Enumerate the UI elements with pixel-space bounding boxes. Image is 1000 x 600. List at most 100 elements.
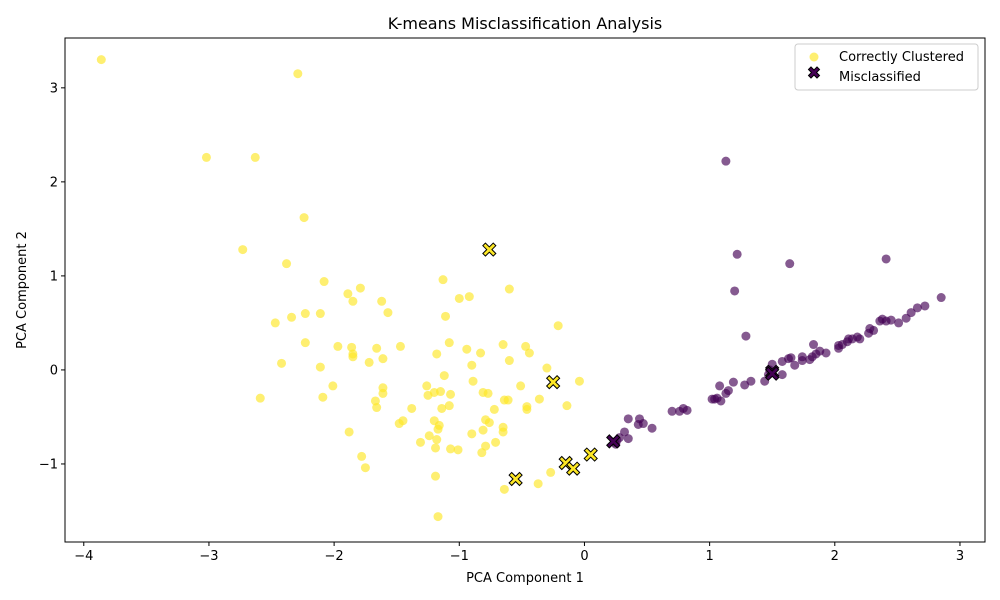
y-axis: −1 0 1 2 3 <box>39 81 65 472</box>
point-correct-yellow <box>277 358 287 368</box>
point-correct-yellow <box>407 403 417 413</box>
point-misclassified-purple <box>606 434 621 449</box>
point-correct-yellow <box>378 354 388 364</box>
point-correct-yellow <box>299 213 309 223</box>
point-correct-yellow <box>319 277 329 287</box>
point-correct-purple <box>647 423 657 433</box>
point-correct-yellow <box>424 431 434 441</box>
point-correct-yellow <box>315 309 325 319</box>
point-correct-yellow <box>542 363 552 373</box>
x-tick-label: 3 <box>956 549 964 564</box>
point-correct-yellow <box>439 371 449 381</box>
point-correct-yellow <box>270 318 280 328</box>
point-correct-yellow <box>467 360 477 370</box>
point-correct-purple <box>730 286 740 296</box>
point-correct-yellow <box>372 403 382 413</box>
point-correct-yellow <box>348 296 358 306</box>
point-correct-purple <box>715 381 725 391</box>
point-correct-yellow <box>504 284 514 294</box>
point-correct-yellow <box>433 512 443 522</box>
point-correct-purple <box>675 406 685 416</box>
point-correct-yellow <box>478 425 488 435</box>
point-correct-yellow <box>454 293 464 303</box>
point-correct-yellow <box>432 349 442 359</box>
x-tick-label: 2 <box>831 549 839 564</box>
point-correct-purple <box>633 419 643 429</box>
point-correct-yellow <box>462 344 472 354</box>
point-correct-yellow <box>534 394 544 404</box>
x-axis-title: PCA Component 1 <box>466 571 584 586</box>
point-correct-yellow <box>300 309 310 319</box>
point-correct-yellow <box>437 403 447 413</box>
point-correct-yellow <box>504 356 514 366</box>
point-correct-purple <box>912 303 922 313</box>
point-correct-yellow <box>491 437 501 447</box>
point-correct-purple <box>894 318 904 328</box>
legend-box <box>794 43 979 91</box>
point-correct-yellow <box>422 381 432 391</box>
point-correct-purple <box>790 360 800 370</box>
point-correct-yellow <box>533 479 543 489</box>
x-tick-label: −2 <box>325 549 344 564</box>
legend-label-misclassified: Misclassified <box>839 70 921 85</box>
x-tick-label: −3 <box>199 549 218 564</box>
point-correct-yellow <box>499 484 509 494</box>
point-correct-yellow <box>446 389 456 399</box>
point-correct-yellow <box>516 381 526 391</box>
point-correct-yellow <box>364 357 374 367</box>
point-correct-yellow <box>444 401 454 411</box>
point-misclassified-yellow <box>545 374 561 390</box>
point-correct-yellow <box>503 395 513 405</box>
point-correct-yellow <box>431 443 441 453</box>
point-correct-yellow <box>318 392 328 402</box>
point-correct-purple <box>797 356 807 366</box>
point-correct-yellow <box>441 311 451 321</box>
point-correct-yellow <box>522 402 532 412</box>
y-tick-label: 3 <box>50 81 58 96</box>
point-correct-purple <box>936 293 946 303</box>
point-correct-yellow <box>553 321 563 331</box>
point-correct-yellow <box>468 376 478 386</box>
point-correct-yellow <box>343 289 353 299</box>
legend-marker-misclassified <box>807 66 821 79</box>
point-correct-purple <box>623 414 633 424</box>
point-correct-purple <box>741 331 751 341</box>
y-tick-label: −1 <box>39 457 58 472</box>
point-correct-yellow <box>415 437 425 447</box>
chart-title: K-means Misclassification Analysis <box>388 14 662 33</box>
y-tick-label: 2 <box>50 175 58 190</box>
x-tick-label: −4 <box>74 549 93 564</box>
point-correct-yellow <box>476 348 486 358</box>
point-correct-yellow <box>250 152 260 162</box>
point-correct-yellow <box>432 435 442 445</box>
point-correct-yellow <box>481 441 491 451</box>
point-correct-yellow <box>357 451 367 461</box>
point-correct-yellow <box>333 341 343 351</box>
point-misclassified-yellow <box>565 461 581 476</box>
point-correct-purple <box>920 301 930 311</box>
point-correct-yellow <box>477 448 487 458</box>
point-correct-yellow <box>467 429 477 439</box>
plot-area-frame <box>64 37 986 543</box>
point-correct-yellow <box>524 348 534 358</box>
point-correct-purple <box>901 313 911 323</box>
point-correct-purple <box>777 356 787 366</box>
legend: Correctly Clustered Misclassified <box>794 43 979 91</box>
point-correct-yellow <box>446 444 456 454</box>
point-misclassified-yellow <box>583 447 598 462</box>
x-axis: −4 −3 −2 −1 0 1 2 3 <box>74 542 964 564</box>
point-correct-purple <box>721 388 731 398</box>
point-correct-yellow <box>372 343 382 353</box>
point-correct-yellow <box>378 388 388 398</box>
plot-points <box>96 55 946 522</box>
point-correct-purple <box>623 434 633 444</box>
point-correct-yellow <box>498 340 508 350</box>
point-correct-yellow <box>238 245 248 255</box>
legend-marker-correct <box>809 52 819 62</box>
point-misclassified-purple <box>765 366 780 381</box>
y-tick-label: 0 <box>50 363 58 378</box>
point-correct-yellow <box>360 463 370 473</box>
point-correct-purple <box>721 156 731 166</box>
point-correct-purple <box>707 394 717 404</box>
point-correct-yellow <box>377 296 387 306</box>
